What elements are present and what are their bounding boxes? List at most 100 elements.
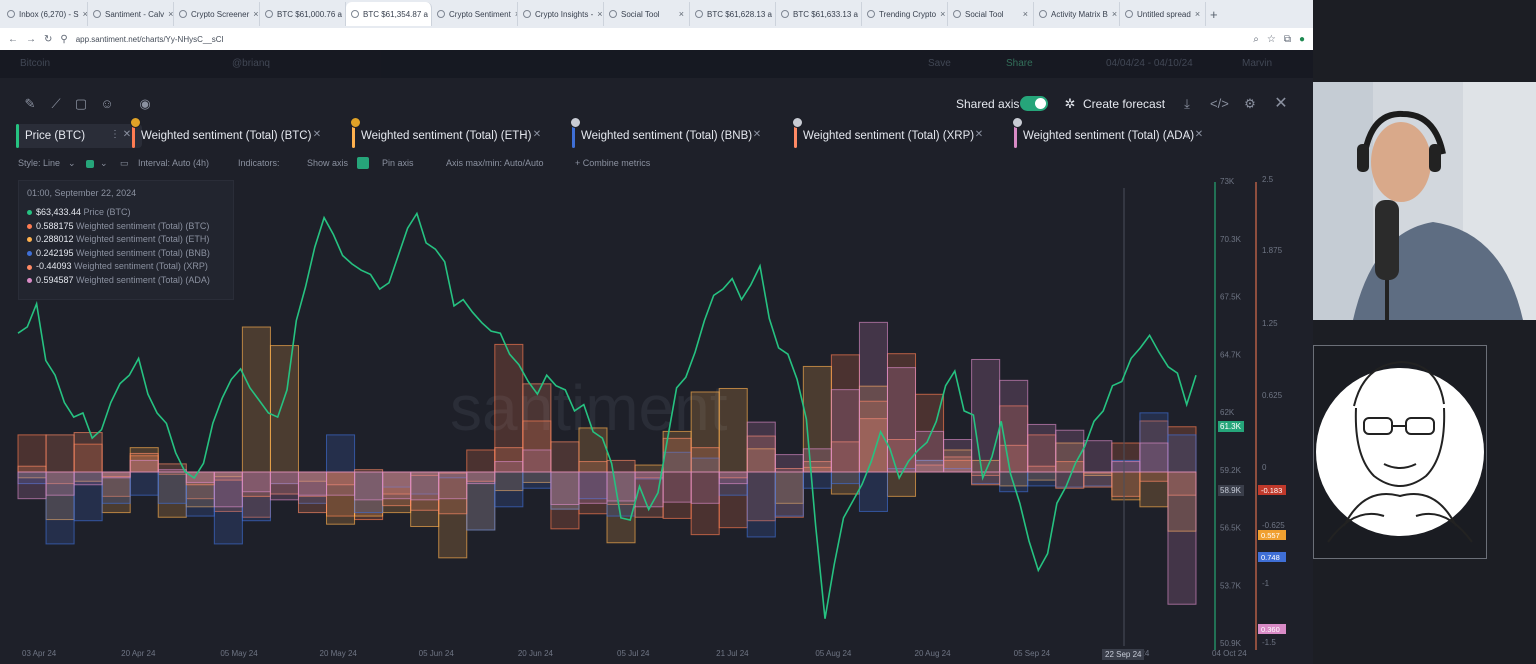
metric-remove-icon[interactable]: ⋮ ✕ — [300, 129, 322, 140]
indicators-select[interactable]: Indicators: — [238, 158, 280, 168]
metric-chip[interactable]: Weighted sentiment (Total) (ADA) ⋮ ✕ — [1012, 117, 1214, 148]
metric-remove-icon[interactable]: ⋮ ✕ — [740, 129, 762, 140]
date-range[interactable]: 04/04/24 - 04/10/24 — [1106, 58, 1193, 69]
browser-tab[interactable]: Crypto Insights - × — [518, 2, 604, 26]
price-line — [17, 211, 1197, 619]
metric-label: Weighted sentiment (Total) (ETH) — [361, 130, 532, 142]
sentiment-bar — [73, 432, 103, 473]
browser-tab[interactable]: Crypto Sentiment × — [432, 2, 518, 26]
metric-chip[interactable]: Weighted sentiment (Total) (BTC) ⋮ ✕ — [130, 117, 332, 148]
url-field[interactable]: app.santiment.net/charts/Yy-NHysC__sCI — [75, 34, 224, 44]
color-chevron-icon[interactable]: ⌄ — [100, 158, 108, 168]
tab-close-icon[interactable]: × — [940, 9, 946, 19]
tab-close-icon[interactable]: × — [678, 9, 684, 19]
tooltip-row: 0.588175 Weighted sentiment (Total) (BTC… — [27, 221, 209, 231]
sentiment-bar — [606, 471, 636, 502]
interval-select[interactable]: Interval: Auto (4h) — [138, 158, 210, 168]
sentiment-bar — [45, 471, 75, 545]
emoji-icon[interactable]: ☺ — [100, 96, 114, 111]
price-secondary-badge — [1218, 485, 1244, 496]
metric-label: Weighted sentiment (Total) (XRP) — [803, 130, 975, 142]
browser-tab[interactable]: BTC $61,628.13 a× — [690, 2, 776, 26]
pin-axis-toggle[interactable]: Pin axis — [382, 158, 414, 168]
tab-close-icon[interactable]: × — [1022, 9, 1028, 19]
site-info-icon[interactable]: ⚲ — [60, 33, 68, 45]
metric-pin-icon[interactable] — [350, 117, 361, 128]
browser-tab[interactable]: Crypto Screener × — [174, 2, 260, 26]
download-icon[interactable]: ⤓ — [1184, 96, 1190, 111]
back-icon[interactable]: ← — [8, 33, 18, 45]
sentiment-bar — [326, 471, 356, 496]
metric-remove-icon[interactable]: ⋮ ✕ — [110, 129, 132, 140]
user-menu[interactable]: Marvin — [1242, 58, 1273, 69]
chart-canvas[interactable]: santiment 03 Apr 24 20 Apr 24 05 May 24 20 M… — [0, 78, 1313, 664]
color-swatch[interactable] — [86, 160, 94, 168]
line-icon[interactable]: ⟋ — [51, 96, 61, 111]
browser-tab[interactable]: Activity Matrix B × — [1034, 2, 1120, 26]
tooltip-value: -0.44093 — [36, 261, 72, 272]
metric-pin-icon[interactable] — [570, 117, 581, 128]
forward-icon[interactable]: → — [26, 33, 36, 45]
new-tab-icon[interactable]: + — [1210, 6, 1218, 22]
tab-close-icon[interactable]: × — [515, 9, 517, 19]
tab-close-icon[interactable]: × — [1111, 9, 1118, 19]
metric-pin-icon[interactable] — [130, 117, 141, 128]
axis-maxmin-select[interactable]: Axis max/min: Auto/Auto — [446, 158, 544, 168]
sentiment-tick-label: -1.5 — [1262, 638, 1276, 647]
profile-icon[interactable]: ● — [1298, 33, 1305, 45]
browser-tab[interactable]: BTC $61,633.13 a× — [776, 2, 862, 26]
close-icon[interactable]: ✕ — [1274, 95, 1288, 112]
pencil-icon[interactable]: ✎ — [24, 96, 36, 111]
shared-axis-toggle[interactable] — [1020, 96, 1048, 111]
create-forecast-button[interactable]: Create forecast — [1083, 97, 1166, 111]
tab-close-icon[interactable]: × — [597, 9, 603, 19]
browser-tab[interactable]: Social Tool × — [604, 2, 690, 26]
metric-pin-icon[interactable] — [1012, 117, 1023, 128]
tab-favicon-icon — [1039, 10, 1047, 18]
share-button[interactable]: Share — [1006, 58, 1033, 69]
note-icon[interactable]: ▢ — [74, 96, 88, 111]
combine-metrics-button[interactable]: + Combine metrics — [575, 158, 651, 168]
tab-close-icon[interactable]: × — [253, 9, 259, 19]
asset-name[interactable]: Bitcoin — [20, 58, 51, 69]
sentiment-bar — [578, 461, 608, 473]
tooltip-row: 0.288012 Weighted sentiment (Total) (ETH… — [27, 234, 209, 244]
settings-icon[interactable]: ⚙ — [1244, 96, 1256, 111]
eye-icon[interactable]: ◉ — [139, 96, 151, 111]
sentiment-bar — [886, 471, 917, 497]
browser-tab[interactable]: Social Tool × — [948, 2, 1034, 26]
metric-chip[interactable]: Weighted sentiment (Total) (BNB) ⋮ ✕ — [570, 117, 772, 148]
metric-chip[interactable]: Weighted sentiment (Total) (ETH) ⋮ ✕ — [350, 117, 552, 148]
browser-tab[interactable]: Inbox (6,270) - S × — [2, 2, 88, 26]
metric-remove-icon[interactable]: ⋮ ✕ — [1182, 129, 1204, 140]
tab-favicon-icon — [695, 10, 703, 18]
show-axis-checkbox[interactable] — [357, 157, 369, 169]
reload-icon[interactable]: ↻ — [44, 33, 53, 45]
browser-tab[interactable]: Trending Crypto × — [862, 2, 948, 26]
sentiment-bar — [494, 471, 524, 508]
browser-tab[interactable]: BTC $61,354.87 a× — [346, 2, 432, 26]
embed-icon[interactable]: </> — [1210, 96, 1229, 111]
bookmark-star-icon[interactable]: ☆ — [1266, 33, 1276, 45]
metric-chip[interactable]: Price (BTC) ⋮ ✕ — [16, 124, 142, 148]
style-chevron-icon[interactable]: ⌄ — [68, 158, 76, 168]
browser-tab[interactable]: Untitled spread × — [1120, 2, 1206, 26]
tab-close-icon[interactable]: × — [1194, 9, 1201, 19]
save-button[interactable]: Save — [928, 58, 951, 69]
metric-chip[interactable]: Weighted sentiment (Total) (XRP) ⋮ ✕ — [792, 117, 994, 148]
extensions-icon[interactable]: ⧉ — [1283, 33, 1291, 45]
tab-close-icon[interactable]: × — [168, 9, 174, 19]
browser-tab[interactable]: BTC $61,000.76 a× — [260, 2, 346, 26]
tab-close-icon[interactable]: × — [82, 9, 88, 19]
zoom-icon[interactable]: ⌕ — [1253, 33, 1259, 45]
metric-remove-icon[interactable]: ⋮ ✕ — [962, 129, 984, 140]
metric-pin-icon[interactable] — [792, 117, 803, 128]
metric-remove-icon[interactable]: ⋮ ✕ — [520, 129, 542, 140]
sentiment-bar — [690, 447, 720, 473]
style-select[interactable]: Style: Line — [18, 158, 61, 168]
metric-label: Weighted sentiment (Total) (BNB) — [581, 130, 753, 142]
browser-tab[interactable]: Santiment - Calv × — [88, 2, 174, 26]
metric-color-swatch — [572, 124, 575, 148]
author-name[interactable]: @brianq — [232, 58, 270, 69]
sentiment-value-label: 0.360 — [1261, 625, 1280, 634]
